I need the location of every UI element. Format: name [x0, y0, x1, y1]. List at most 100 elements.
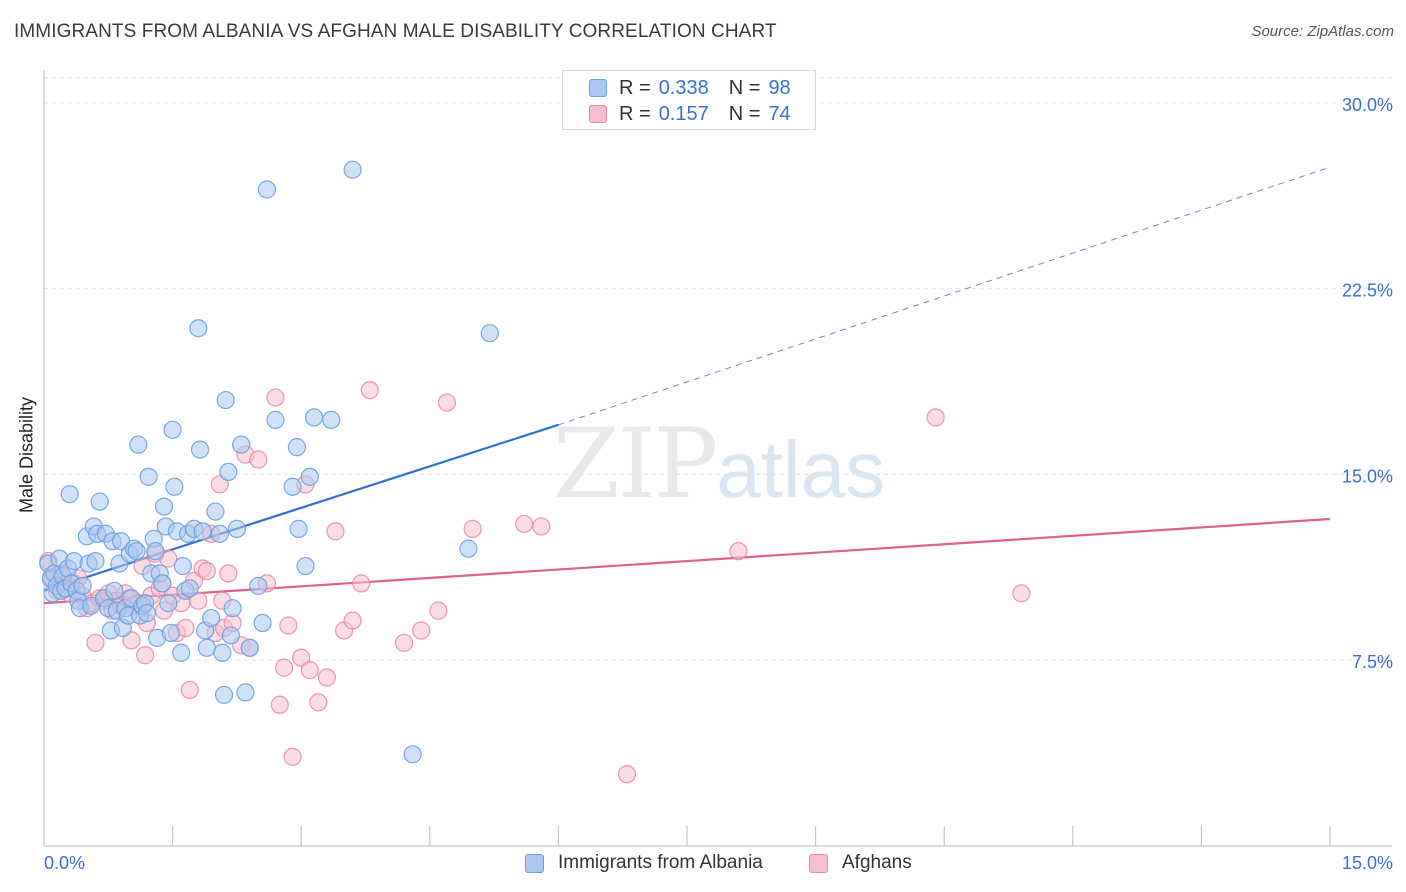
albania-point: [127, 542, 146, 561]
albania-point: [206, 502, 225, 521]
y-tick-label: 30.0%: [1342, 95, 1393, 115]
albania-point: [304, 408, 324, 427]
bottom-legend-swatch-afghans: [809, 853, 828, 873]
albania-point: [213, 643, 232, 662]
albania-point: [165, 477, 184, 496]
albania-point: [221, 626, 240, 645]
afghan-point: [326, 522, 345, 541]
axis-layer: [43, 70, 1392, 847]
albania-point: [253, 613, 272, 633]
legend-n-value: 74: [768, 102, 791, 125]
albania-point: [161, 623, 180, 643]
bottom-legend: Immigrants from Albania Afghans: [0, 852, 1406, 878]
y-tick-label: 15.0%: [1342, 466, 1393, 486]
albania-point: [90, 492, 109, 511]
legend: R = 0.338 N = 98 R = 0.157 N = 74: [562, 70, 816, 130]
albania-point: [459, 539, 478, 558]
albania-point: [214, 685, 234, 704]
albania-point: [190, 440, 210, 459]
afghan-point: [352, 574, 371, 593]
afghan-point: [86, 633, 105, 652]
afghan-point: [279, 616, 298, 635]
afghan-point: [515, 514, 534, 534]
afghan-point: [412, 621, 431, 640]
albania-point: [232, 435, 251, 454]
afghan-point: [136, 646, 155, 665]
albania-point: [172, 643, 191, 662]
afghan-point: [926, 408, 945, 427]
albania-point: [193, 522, 212, 541]
afghan-point: [197, 561, 216, 581]
albania-point: [210, 524, 229, 543]
legend-n-label: N =: [728, 102, 761, 125]
legend-n-value: 98: [768, 76, 791, 99]
albania-point: [146, 542, 165, 561]
albania-point: [180, 579, 199, 598]
afghan-point: [266, 388, 285, 407]
legend-swatch-albania: [589, 79, 607, 97]
afghan-point: [189, 591, 208, 610]
albania-point: [73, 576, 92, 595]
albania-point: [153, 574, 172, 593]
afghan-point: [532, 517, 551, 536]
y-tick-label: 22.5%: [1342, 281, 1393, 301]
albania-point: [197, 638, 216, 657]
albania-trend-line: [43, 423, 559, 592]
albania-point: [105, 581, 124, 600]
legend-r-label: R =: [619, 76, 651, 99]
legend-r-value: 0.338: [658, 76, 709, 99]
albania-point: [223, 599, 242, 618]
bottom-legend-label-albania: Immigrants from Albania: [558, 852, 763, 873]
albania-point: [137, 604, 156, 623]
chart-source: Source: ZipAtlas.com: [1251, 23, 1394, 40]
albania-point: [343, 160, 362, 179]
albania-point: [257, 180, 277, 199]
albania-point: [202, 608, 221, 628]
legend-r-label: R =: [619, 102, 651, 125]
albania-point: [129, 435, 148, 454]
albania-point: [236, 683, 255, 702]
bottom-legend-item-afghans[interactable]: Afghans: [809, 852, 912, 874]
afghan-point: [437, 393, 457, 412]
albania-point: [289, 519, 308, 538]
albania-point: [219, 462, 238, 482]
afghan-point: [122, 631, 141, 650]
albania-point: [163, 420, 182, 439]
afghan-point: [283, 747, 302, 766]
albania-point: [189, 319, 208, 338]
afghan-point: [180, 680, 199, 700]
albania-point: [266, 410, 285, 429]
albania-point: [300, 467, 319, 486]
bottom-legend-item-albania[interactable]: Immigrants from Albania: [525, 852, 763, 874]
afghan-point: [1012, 584, 1031, 603]
legend-r-value: 0.157: [658, 102, 709, 125]
albania-point: [283, 477, 302, 496]
albania-point: [287, 438, 307, 457]
albania-point: [480, 324, 499, 343]
afghan-point: [210, 475, 229, 494]
afghan-point: [463, 519, 482, 538]
afghan-point: [309, 693, 328, 712]
chart-title: IMMIGRANTS FROM ALBANIA VS AFGHAN MALE D…: [14, 21, 777, 42]
afghan-point: [270, 695, 289, 714]
legend-row-albania: R = 0.338 N = 98: [589, 76, 791, 100]
albania-point: [60, 485, 79, 504]
albania-trend-extension: [558, 166, 1331, 426]
albania-point: [159, 594, 178, 613]
afghan-point: [360, 381, 379, 400]
bottom-legend-label-afghans: Afghans: [842, 852, 912, 873]
y-tick-label: 7.5%: [1352, 652, 1393, 672]
afghan-point: [274, 658, 294, 677]
afghan-point: [300, 661, 319, 680]
albania-point: [139, 467, 158, 486]
legend-swatch-afghans: [589, 105, 607, 123]
afghan-point: [249, 450, 268, 469]
bottom-legend-swatch-albania: [525, 853, 544, 873]
grid-layer: [44, 77, 1392, 661]
afghan-point: [729, 542, 748, 561]
legend-row-afghans: R = 0.157 N = 74: [589, 102, 791, 126]
afghan-point: [429, 601, 448, 620]
afghan-point: [394, 633, 414, 652]
afghan-point: [343, 611, 362, 630]
